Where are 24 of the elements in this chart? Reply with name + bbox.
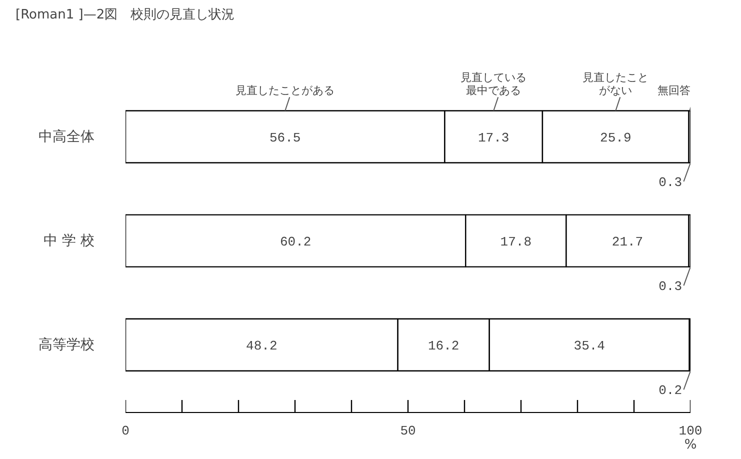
series-label: 無回答 [658, 84, 690, 98]
x-axis-title: % [684, 438, 697, 452]
chart-title: [Roman1 ]—2図 校則の見直し状況 [16, 8, 235, 22]
data-label: 25.9 [600, 130, 632, 146]
data-label: 0.3 [658, 279, 682, 294]
y-tick-label: 高等学校 [38, 336, 94, 353]
data-label: 60.2 [280, 234, 312, 250]
x-tick-label: 50 [400, 424, 416, 438]
data-label: 56.5 [270, 130, 301, 146]
data-label: 17.8 [500, 234, 532, 250]
series-label: 見直したことがない [582, 71, 649, 98]
x-tick-label: 0 [122, 424, 130, 438]
y-tick-label: 中高全体 [38, 128, 94, 145]
series-label: 見直している最中である [460, 71, 527, 98]
data-label: 0.3 [658, 175, 682, 190]
x-tick-label: 100 [678, 424, 702, 438]
y-tick-label: 中 学 校 [44, 232, 95, 249]
data-label: 0.2 [658, 383, 682, 398]
data-label: 21.7 [612, 234, 644, 250]
data-label: 16.2 [428, 338, 460, 354]
data-label: 17.3 [478, 130, 510, 146]
data-label: 48.2 [246, 338, 278, 354]
data-label: 35.4 [574, 338, 606, 354]
series-label: 見直したことがある [236, 84, 335, 98]
